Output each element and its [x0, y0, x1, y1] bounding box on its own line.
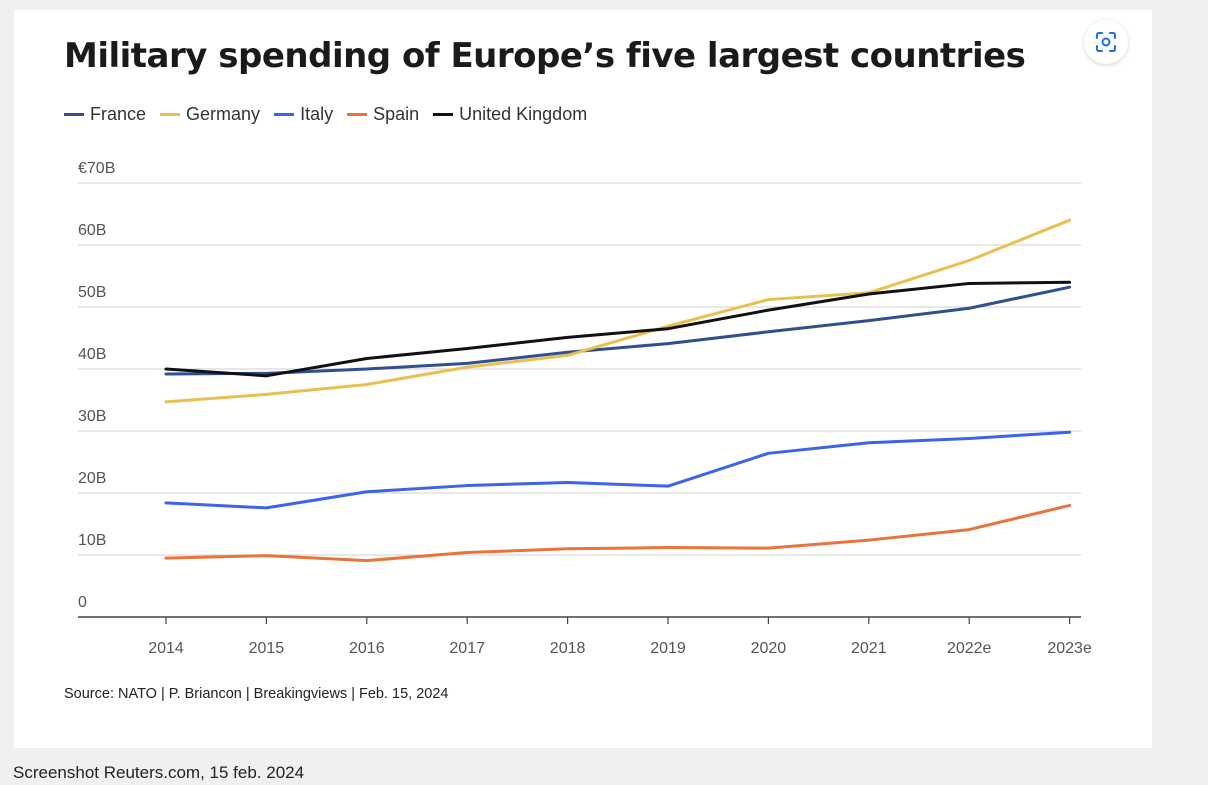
legend-item-italy: Italy — [274, 104, 333, 125]
x-tick-label: 2023e — [1047, 640, 1092, 657]
legend-label: France — [90, 104, 147, 124]
series-line-united-kingdom — [164, 280, 1072, 378]
y-tick-label: 0 — [78, 594, 87, 611]
x-tick-label: 2022e — [947, 640, 992, 657]
legend-swatch — [433, 113, 454, 116]
legend-swatch — [160, 113, 181, 116]
legend-label: Germany — [186, 104, 261, 124]
series-line-germany — [164, 218, 1072, 404]
legend-swatch — [274, 113, 295, 116]
x-tick-label: 2021 — [851, 640, 887, 657]
series-line-france — [164, 285, 1072, 376]
x-tick-label: 2019 — [650, 640, 686, 657]
y-tick-label: 40B — [78, 346, 106, 363]
x-tick-label: 2014 — [148, 640, 184, 657]
legend-label: Italy — [300, 104, 334, 124]
lens-button[interactable] — [1084, 20, 1128, 64]
legend-item-germany: Germany — [160, 104, 260, 125]
x-tick-label: 2018 — [550, 640, 586, 657]
x-tick-label: 2015 — [249, 640, 285, 657]
legend-item-united-kingdom: United Kingdom — [433, 104, 587, 125]
lens-icon — [1096, 32, 1116, 52]
series-line-italy — [164, 430, 1072, 510]
line-chart: 0 10B 20B 30B 40B 50B 60B €70B 2014 2015 2016 2017 2… — [78, 160, 1092, 657]
x-tick-label: 2017 — [449, 640, 485, 657]
y-tick-label: 30B — [78, 408, 106, 425]
legend-item-spain: Spain — [347, 104, 419, 125]
x-tick-label: 2016 — [349, 640, 385, 657]
y-tick-label: 20B — [78, 470, 106, 487]
chart-card — [14, 10, 1152, 748]
x-tick-label: 2020 — [751, 640, 787, 657]
chart-legend: France Germany Italy Spain United Kingdom — [64, 104, 601, 125]
legend-swatch — [347, 113, 368, 116]
y-tick-label: 10B — [78, 532, 106, 549]
y-tick-label: €70B — [78, 160, 115, 177]
screenshot-caption: Screenshot Reuters.com, 15 feb. 2024 — [13, 763, 305, 782]
legend-label: Spain — [373, 104, 420, 124]
series-line-spain — [164, 503, 1072, 563]
chart-source: Source: NATO | P. Briancon | Breakingvie… — [64, 686, 449, 702]
y-tick-label: 50B — [78, 284, 106, 301]
legend-item-france: France — [64, 104, 146, 125]
y-tick-label: 60B — [78, 222, 106, 239]
legend-label: United Kingdom — [459, 104, 588, 124]
legend-swatch — [64, 113, 84, 116]
chart-title: Military spending of Europe’s five large… — [64, 36, 1026, 76]
